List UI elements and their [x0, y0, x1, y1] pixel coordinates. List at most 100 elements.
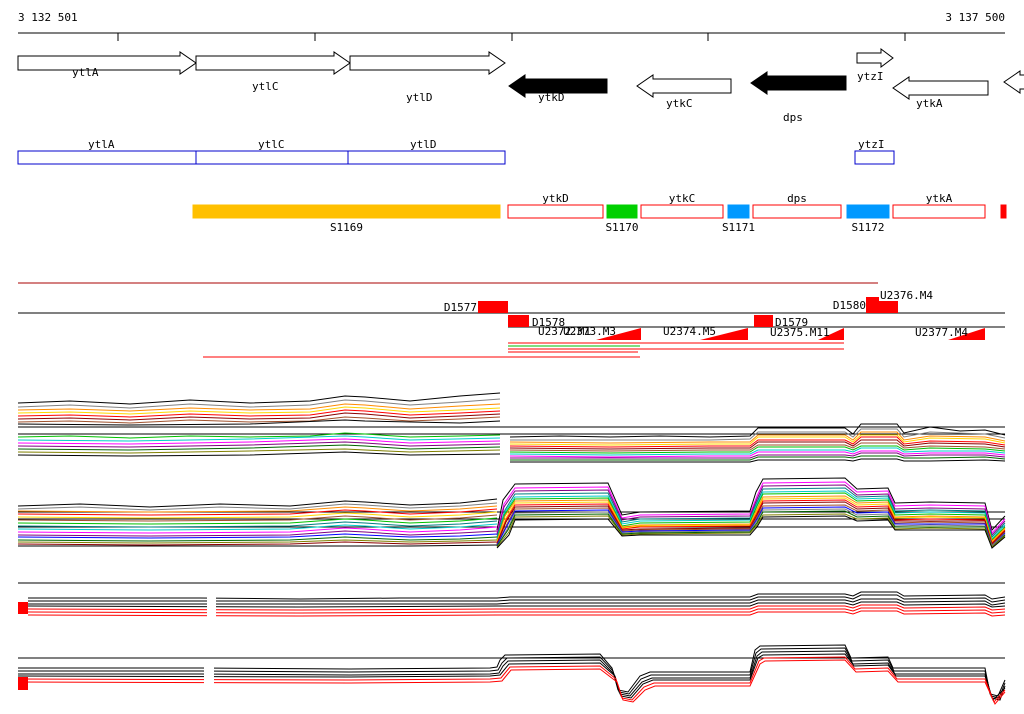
- profile-series: [510, 452, 1006, 459]
- segment-label-S1170: S1170: [605, 221, 638, 234]
- profile-series: [509, 423, 1006, 438]
- profile-series: [17, 656, 1006, 703]
- annotation-label-D1577: D1577: [444, 301, 477, 314]
- profile-series: [17, 432, 501, 439]
- profile-series: [496, 515, 1006, 549]
- gene-arrow-ytlA[interactable]: [17, 51, 197, 75]
- gap-mask: [207, 591, 216, 623]
- segment-unnamed[interactable]: [1000, 204, 1007, 219]
- segment-ytkA[interactable]: [892, 204, 986, 219]
- profile-series: [17, 419, 501, 426]
- gene-box-track: ytlA ytlC ytlD ytzI: [17, 138, 895, 165]
- gene-arrow-ytlC[interactable]: [195, 51, 351, 75]
- profile-series: [17, 653, 1006, 701]
- annotation-label-U2375.M11: U2375.M11: [770, 326, 830, 339]
- annotation-label-D1580: D1580: [833, 299, 866, 312]
- profile-series: [27, 607, 1006, 614]
- annotation-triangle[interactable]: [818, 328, 844, 340]
- track-marker: [18, 677, 28, 690]
- profile-series: [496, 497, 1006, 543]
- annotation-label-U2373.M3: U2373.M3: [563, 325, 616, 338]
- profile-series: [17, 406, 501, 415]
- profile-series: [509, 450, 1006, 458]
- gene-arrow-ytzI[interactable]: [856, 48, 894, 68]
- gene-box-ytlA[interactable]: [17, 150, 197, 165]
- annotation-triangle[interactable]: [700, 328, 748, 340]
- profile-series: [509, 439, 1006, 450]
- gene-label-ytkC: ytkC: [666, 97, 693, 110]
- gene-arrow-ytlD[interactable]: [349, 51, 506, 75]
- segment-label-ytkD: ytkD: [542, 192, 569, 205]
- segment-ytkC[interactable]: [640, 204, 724, 219]
- gene-arrow-ytkC[interactable]: [636, 74, 732, 98]
- profile-series: [496, 499, 1006, 544]
- gene-arrow-partial[interactable]: [1003, 70, 1024, 94]
- profile-series: [496, 481, 1006, 535]
- gene-label-ytzI: ytzI: [857, 70, 884, 83]
- segment-S1172[interactable]: [846, 204, 890, 219]
- profile-series: [17, 508, 498, 516]
- ruler-track: 3 132 501 3 137 500: [18, 11, 1005, 41]
- profile-series: [509, 434, 1006, 446]
- profile-series: [496, 484, 1006, 537]
- profile-series: [510, 458, 1006, 463]
- segment-ytkD[interactable]: [507, 204, 604, 219]
- profile-series: [510, 455, 1006, 461]
- profile-series: [27, 610, 1006, 617]
- gap-mask: [204, 661, 214, 689]
- hybridization-lower: [17, 644, 1006, 705]
- segment-dps[interactable]: [752, 204, 842, 219]
- annotation-label-U2376.M4: U2376.M4: [880, 289, 933, 302]
- U2376-box[interactable]: [879, 301, 898, 313]
- profile-series: [17, 448, 501, 454]
- annotation-triangle[interactable]: [596, 328, 641, 340]
- profile-series: [17, 498, 498, 508]
- gene-label-ytlA: ytlA: [72, 66, 99, 79]
- gene-box-ytlD[interactable]: [347, 150, 506, 165]
- D1579-box[interactable]: [754, 315, 773, 327]
- profile-series: [17, 536, 498, 542]
- annotation-triangle[interactable]: [948, 328, 985, 340]
- segment-label-dps: dps: [787, 192, 807, 205]
- gene-box-label-ytlC: ytlC: [258, 138, 285, 151]
- segment-S1169[interactable]: [192, 204, 501, 219]
- profile-series: [510, 428, 1006, 441]
- gene-arrow-ytkD[interactable]: [508, 74, 608, 98]
- profile-series: [28, 594, 1006, 603]
- gene-arrow-ytkA[interactable]: [892, 76, 989, 100]
- profile-series: [496, 487, 1006, 539]
- segment-S1171[interactable]: [727, 204, 750, 219]
- D1577-box[interactable]: [478, 301, 508, 313]
- profile-series: [496, 477, 1006, 532]
- D1578-box[interactable]: [508, 315, 529, 327]
- profile-series: [509, 436, 1006, 448]
- segment-S1170[interactable]: [606, 204, 638, 219]
- profile-series: [496, 508, 1006, 547]
- annotation-label-D1578: D1578: [532, 316, 565, 329]
- profile-series: [17, 533, 498, 539]
- segment-label-S1172: S1172: [851, 221, 884, 234]
- profile-series: [496, 492, 1006, 541]
- profile-series: [17, 541, 498, 546]
- profile-series: [18, 650, 1006, 701]
- segment-label-ytkA: ytkA: [926, 192, 953, 205]
- gene-arrow-dps[interactable]: [750, 71, 847, 95]
- segment-label-S1171: S1171: [722, 221, 755, 234]
- profile-series: [509, 445, 1006, 454]
- profile-series: [509, 442, 1006, 452]
- profile-series: [509, 431, 1006, 444]
- D1580-box[interactable]: [866, 297, 879, 313]
- annotation-label-U2377.M4: U2377.M4: [915, 326, 968, 339]
- profile-series: [496, 501, 1006, 545]
- gene-box-ytzI[interactable]: [854, 150, 895, 165]
- profile-series: [496, 495, 1006, 542]
- profile-series: [17, 505, 498, 513]
- segment-label-S1169: S1169: [330, 221, 363, 234]
- expression-upper: [17, 392, 1006, 463]
- profile-series: [17, 517, 498, 525]
- profile-series: [18, 647, 1006, 699]
- gene-box-ytlC[interactable]: [195, 150, 349, 165]
- ruler-end-label: 3 137 500: [945, 11, 1005, 24]
